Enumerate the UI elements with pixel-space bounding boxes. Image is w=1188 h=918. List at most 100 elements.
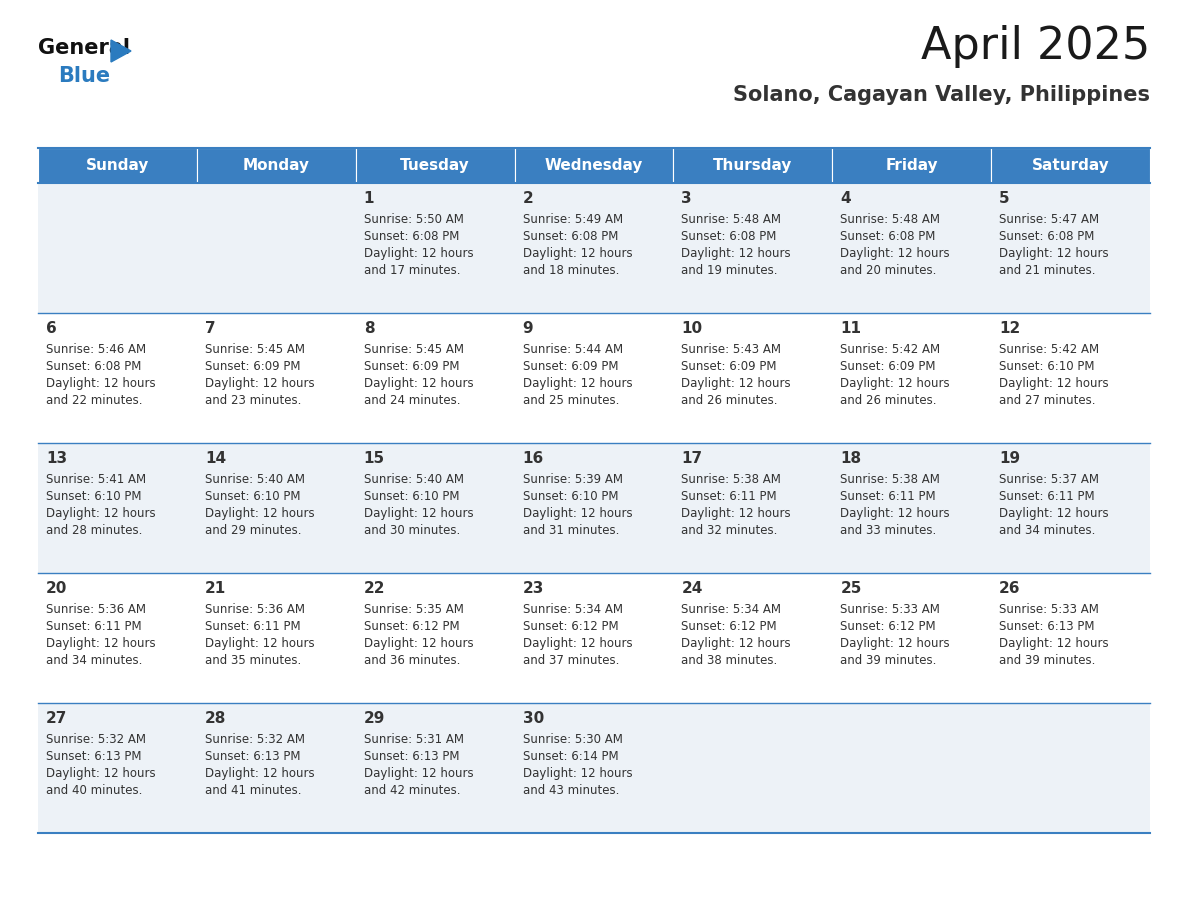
Bar (514, 573, 674, 703)
Text: Sunset: 6:10 PM: Sunset: 6:10 PM (364, 490, 460, 503)
Text: 13: 13 (46, 451, 68, 466)
Text: Sunrise: 5:49 AM: Sunrise: 5:49 AM (523, 213, 623, 226)
Text: Sunset: 6:09 PM: Sunset: 6:09 PM (523, 360, 618, 373)
Bar (197, 313, 355, 443)
Text: Daylight: 12 hours: Daylight: 12 hours (682, 507, 791, 520)
Text: Solano, Cagayan Valley, Philippines: Solano, Cagayan Valley, Philippines (733, 85, 1150, 105)
Text: Sunset: 6:12 PM: Sunset: 6:12 PM (840, 620, 936, 633)
Bar (355, 183, 514, 313)
Text: Sunrise: 5:30 AM: Sunrise: 5:30 AM (523, 733, 623, 746)
Text: Sunset: 6:12 PM: Sunset: 6:12 PM (364, 620, 460, 633)
Text: 20: 20 (46, 581, 68, 596)
Text: 26: 26 (999, 581, 1020, 596)
Text: 24: 24 (682, 581, 703, 596)
Text: and 25 minutes.: and 25 minutes. (523, 394, 619, 407)
Bar (833, 443, 991, 573)
Text: Sunday: Sunday (86, 158, 150, 173)
Text: Sunrise: 5:47 AM: Sunrise: 5:47 AM (999, 213, 1099, 226)
Text: Sunset: 6:08 PM: Sunset: 6:08 PM (840, 230, 936, 243)
Text: Sunset: 6:13 PM: Sunset: 6:13 PM (204, 750, 301, 763)
Text: Daylight: 12 hours: Daylight: 12 hours (204, 377, 315, 390)
Text: Sunset: 6:14 PM: Sunset: 6:14 PM (523, 750, 618, 763)
Text: and 34 minutes.: and 34 minutes. (46, 654, 143, 667)
Bar (38, 443, 197, 573)
Polygon shape (110, 40, 131, 62)
Text: Sunrise: 5:37 AM: Sunrise: 5:37 AM (999, 473, 1099, 486)
Bar (674, 703, 833, 833)
Text: and 41 minutes.: and 41 minutes. (204, 784, 302, 797)
Text: 18: 18 (840, 451, 861, 466)
Text: 3: 3 (682, 191, 693, 206)
Text: Sunrise: 5:38 AM: Sunrise: 5:38 AM (682, 473, 782, 486)
Text: 29: 29 (364, 711, 385, 726)
Text: and 18 minutes.: and 18 minutes. (523, 264, 619, 277)
Text: Daylight: 12 hours: Daylight: 12 hours (682, 247, 791, 260)
Text: 11: 11 (840, 321, 861, 336)
Bar (355, 443, 514, 573)
Text: and 35 minutes.: and 35 minutes. (204, 654, 301, 667)
Text: Sunrise: 5:36 AM: Sunrise: 5:36 AM (204, 603, 305, 616)
Text: 25: 25 (840, 581, 861, 596)
Text: Sunrise: 5:50 AM: Sunrise: 5:50 AM (364, 213, 463, 226)
Bar (833, 148, 991, 183)
Bar (833, 313, 991, 443)
Text: Sunset: 6:12 PM: Sunset: 6:12 PM (523, 620, 618, 633)
Text: Sunset: 6:10 PM: Sunset: 6:10 PM (204, 490, 301, 503)
Text: 22: 22 (364, 581, 385, 596)
Text: Sunset: 6:11 PM: Sunset: 6:11 PM (999, 490, 1095, 503)
Text: 12: 12 (999, 321, 1020, 336)
Bar (833, 703, 991, 833)
Text: Sunrise: 5:48 AM: Sunrise: 5:48 AM (840, 213, 940, 226)
Bar (991, 148, 1150, 183)
Text: Sunrise: 5:33 AM: Sunrise: 5:33 AM (999, 603, 1099, 616)
Text: and 39 minutes.: and 39 minutes. (999, 654, 1095, 667)
Text: Sunrise: 5:45 AM: Sunrise: 5:45 AM (204, 343, 305, 356)
Text: and 17 minutes.: and 17 minutes. (364, 264, 460, 277)
Text: and 40 minutes.: and 40 minutes. (46, 784, 143, 797)
Text: Daylight: 12 hours: Daylight: 12 hours (682, 377, 791, 390)
Text: Daylight: 12 hours: Daylight: 12 hours (204, 637, 315, 650)
Text: Daylight: 12 hours: Daylight: 12 hours (364, 637, 473, 650)
Text: Daylight: 12 hours: Daylight: 12 hours (999, 507, 1108, 520)
Text: Sunrise: 5:44 AM: Sunrise: 5:44 AM (523, 343, 623, 356)
Bar (355, 148, 514, 183)
Text: Daylight: 12 hours: Daylight: 12 hours (840, 507, 950, 520)
Bar (991, 703, 1150, 833)
Text: Tuesday: Tuesday (400, 158, 470, 173)
Text: 28: 28 (204, 711, 226, 726)
Text: April 2025: April 2025 (921, 25, 1150, 68)
Text: Sunset: 6:10 PM: Sunset: 6:10 PM (999, 360, 1094, 373)
Text: Sunset: 6:11 PM: Sunset: 6:11 PM (682, 490, 777, 503)
Text: 4: 4 (840, 191, 851, 206)
Text: Sunset: 6:11 PM: Sunset: 6:11 PM (840, 490, 936, 503)
Text: Daylight: 12 hours: Daylight: 12 hours (523, 507, 632, 520)
Text: Daylight: 12 hours: Daylight: 12 hours (46, 767, 156, 780)
Text: Daylight: 12 hours: Daylight: 12 hours (999, 247, 1108, 260)
Bar (674, 313, 833, 443)
Text: and 31 minutes.: and 31 minutes. (523, 524, 619, 537)
Text: Daylight: 12 hours: Daylight: 12 hours (523, 247, 632, 260)
Bar (991, 313, 1150, 443)
Text: 16: 16 (523, 451, 544, 466)
Bar (197, 443, 355, 573)
Text: Sunset: 6:08 PM: Sunset: 6:08 PM (523, 230, 618, 243)
Bar (674, 148, 833, 183)
Bar (991, 443, 1150, 573)
Text: Sunset: 6:08 PM: Sunset: 6:08 PM (682, 230, 777, 243)
Bar (197, 703, 355, 833)
Text: Daylight: 12 hours: Daylight: 12 hours (46, 377, 156, 390)
Text: and 36 minutes.: and 36 minutes. (364, 654, 460, 667)
Text: and 20 minutes.: and 20 minutes. (840, 264, 936, 277)
Text: 8: 8 (364, 321, 374, 336)
Text: Daylight: 12 hours: Daylight: 12 hours (840, 377, 950, 390)
Bar (833, 573, 991, 703)
Bar (674, 183, 833, 313)
Text: Wednesday: Wednesday (545, 158, 643, 173)
Text: 5: 5 (999, 191, 1010, 206)
Bar (355, 703, 514, 833)
Text: Daylight: 12 hours: Daylight: 12 hours (364, 247, 473, 260)
Text: Sunset: 6:09 PM: Sunset: 6:09 PM (204, 360, 301, 373)
Text: Daylight: 12 hours: Daylight: 12 hours (682, 637, 791, 650)
Text: Sunset: 6:09 PM: Sunset: 6:09 PM (840, 360, 936, 373)
Text: Daylight: 12 hours: Daylight: 12 hours (840, 637, 950, 650)
